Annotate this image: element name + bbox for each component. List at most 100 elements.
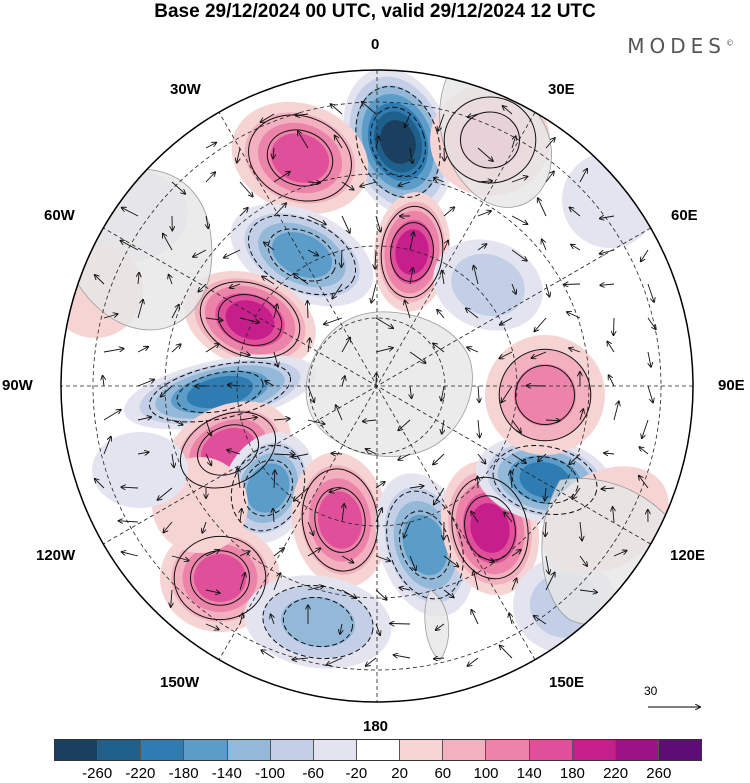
wind-arrow — [409, 486, 424, 488]
latitude-circle — [308, 317, 446, 455]
wind-arrow — [478, 385, 479, 402]
wind-arrow — [410, 147, 413, 163]
wind-arrow — [163, 234, 173, 251]
wind-arrow — [294, 274, 309, 285]
brand-mark: © — [726, 38, 734, 48]
lon-label-120e: 120E — [670, 547, 706, 564]
wind-arrow — [375, 555, 390, 561]
brand-text: MODES — [627, 34, 726, 58]
wind-arrow — [294, 487, 309, 501]
wind-arrow — [262, 276, 275, 285]
wind-arrow — [545, 521, 546, 536]
anomaly-blob — [317, 491, 363, 549]
wind-arrow — [434, 487, 445, 505]
contour-line — [247, 214, 357, 296]
wind-arrow — [545, 283, 550, 297]
colorbar-segment — [184, 740, 228, 760]
anomaly-blob — [246, 463, 290, 513]
wind-arrow — [327, 657, 343, 665]
wind-arrow — [171, 305, 179, 319]
wind-arrow — [443, 241, 448, 251]
wind-arrow — [639, 447, 649, 455]
wind-arrow — [404, 521, 411, 538]
contour-line — [380, 205, 444, 299]
anomaly-blob — [562, 152, 658, 248]
wind-arrow — [273, 548, 284, 557]
anomaly-blob — [380, 120, 416, 164]
wind-arrow — [641, 249, 649, 261]
wind-arrow — [205, 453, 211, 465]
wind-arrow — [237, 147, 241, 163]
wind-arrow — [239, 551, 250, 557]
wind-arrow — [103, 314, 118, 319]
colorbar — [54, 739, 702, 761]
wind-arrow — [119, 521, 139, 522]
wind-arrow — [103, 410, 121, 421]
wind-arrow — [169, 275, 172, 285]
wind-arrow — [442, 271, 444, 285]
anomaly-blob — [402, 514, 448, 576]
wind-arrow — [332, 283, 343, 299]
lon-label-90w: 90W — [2, 377, 33, 394]
wind-arrow — [193, 249, 207, 257]
wind-arrow — [399, 588, 411, 590]
colorbar-ticks: -260 -220 -180 -140 -100 -60 -20 20 60 100 140 180 2… — [0, 765, 750, 783]
wind-arrow — [443, 555, 458, 567]
wind-arrow — [227, 450, 241, 455]
lon-label-30e: 30E — [548, 81, 575, 98]
wind-arrow — [433, 343, 445, 353]
contour-line — [355, 86, 441, 198]
wind-arrow — [239, 352, 250, 355]
wind-arrow — [409, 232, 414, 251]
wind-arrow — [137, 380, 154, 387]
wind-arrow — [466, 308, 479, 319]
wind-arrow — [545, 573, 555, 591]
wind-arrow — [477, 555, 494, 562]
contour-line — [282, 596, 354, 648]
wind-arrow — [545, 420, 560, 421]
latitude-circle — [92, 101, 662, 671]
wind-arrow — [545, 555, 549, 574]
contour-line — [399, 510, 451, 580]
wind-arrow — [510, 471, 512, 489]
wind-arrow — [511, 578, 517, 591]
wind-arrow — [366, 449, 377, 455]
wind-arrow — [205, 172, 215, 183]
wind-arrow — [171, 181, 185, 194]
lon-label-60e: 60E — [671, 207, 698, 224]
wind-arrow — [600, 284, 615, 285]
wind-arrow — [613, 401, 619, 421]
wind-arrow — [371, 283, 377, 303]
wind-arrow — [647, 317, 656, 329]
wind-arrow — [474, 571, 479, 591]
wind-arrow — [307, 419, 325, 424]
wind-arrow — [239, 208, 248, 217]
wind-arrow — [474, 266, 479, 285]
colorbar-segment — [443, 740, 487, 760]
colorbar-segment — [486, 740, 530, 760]
wind-arrow — [274, 304, 277, 319]
wind-arrow — [341, 589, 356, 598]
wind-arrow — [342, 376, 345, 387]
wind-arrow — [511, 453, 526, 463]
contour-line — [173, 535, 267, 621]
wind-arrow — [375, 249, 376, 269]
wind-arrow — [205, 344, 219, 353]
wind-arrow — [240, 613, 243, 625]
colorbar-tick-label: 180 — [559, 765, 585, 782]
contour-line — [515, 365, 575, 425]
wind-arrow — [335, 136, 343, 149]
anomaly-blob — [451, 253, 525, 317]
contour-line — [148, 361, 292, 423]
lon-label-180: 180 — [363, 718, 389, 735]
anomaly-blob — [513, 363, 577, 427]
wind-arrow — [341, 249, 342, 267]
wind-arrow — [121, 241, 139, 251]
contour-line — [242, 459, 294, 517]
antarctica-shape — [305, 311, 473, 457]
wind-arrow — [545, 138, 555, 149]
wind-arrow — [571, 245, 581, 251]
wind-arrow — [224, 249, 241, 258]
wind-arrow — [570, 207, 581, 217]
